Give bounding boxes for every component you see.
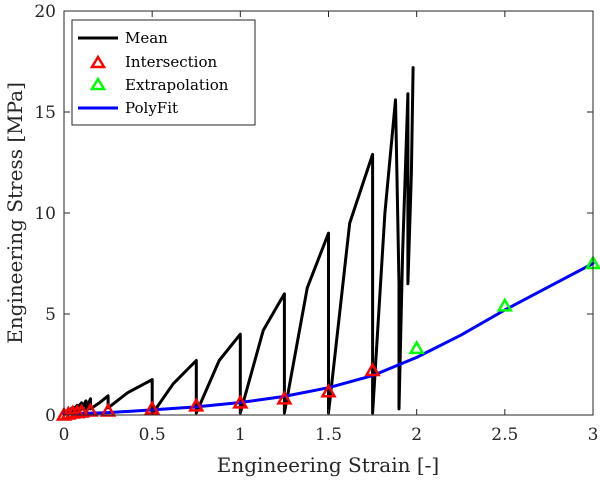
x-tick-label: 0 xyxy=(59,425,70,445)
intersection-point xyxy=(364,362,381,377)
y-tick-label: 10 xyxy=(34,204,56,224)
ticks-layer: 0 0.5 1 1.5 2 2.5 3 0 5 10 15 20 xyxy=(34,2,598,445)
legend-intersection-marker xyxy=(89,54,107,69)
extrapolation-point xyxy=(408,339,425,355)
legend-intersection-label: Intersection xyxy=(125,53,217,71)
x-tick-label: 0.5 xyxy=(139,425,166,445)
x-tick-label: 1 xyxy=(235,425,246,445)
y-tick-label: 5 xyxy=(45,305,56,325)
intersection-point xyxy=(276,390,293,405)
legend-extrapolation-label: Extrapolation xyxy=(125,76,229,94)
y-tick-label: 0 xyxy=(45,406,56,426)
y-tick-label: 15 xyxy=(34,103,56,123)
x-tick-label: 2.5 xyxy=(491,425,518,445)
legend: Mean Intersection Extrapolation PolyFit xyxy=(71,19,256,126)
x-tick-label: 3 xyxy=(588,425,599,445)
x-tick-label: 1.5 xyxy=(315,425,342,445)
y-axis-label: Engineering Stress [MPa] xyxy=(3,82,27,344)
intersection-point xyxy=(73,403,90,418)
intersection-point xyxy=(232,394,249,409)
extrapolation-point xyxy=(496,297,513,312)
legend-extrapolation-marker xyxy=(89,76,107,91)
legend-mean-label: Mean xyxy=(125,29,168,47)
y-tick-label: 20 xyxy=(34,2,56,22)
x-tick-label: 2 xyxy=(411,425,422,445)
x-axis-label: Engineering Strain [-] xyxy=(217,453,439,477)
legend-polyfit-label: PolyFit xyxy=(125,99,178,117)
intersection-point xyxy=(320,383,337,398)
intersection-point xyxy=(188,397,205,412)
